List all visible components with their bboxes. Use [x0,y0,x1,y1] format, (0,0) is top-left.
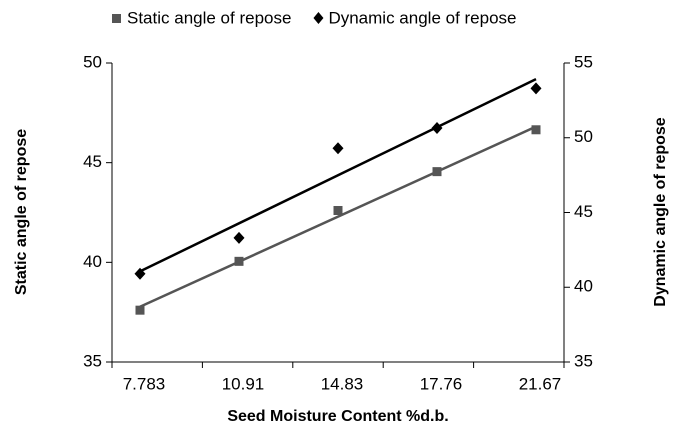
x-axis-label: Seed Moisture Content %d.b. [227,408,448,425]
point [135,305,145,315]
legend-marker [313,12,324,24]
y-tick-label: 45 [83,152,102,171]
point [431,122,443,135]
x-tick-label: 7.783 [123,374,166,393]
trendline [139,125,537,308]
point [234,256,244,266]
legend-label: Dynamic angle of repose [328,8,516,27]
y2-tick-label: 55 [574,52,593,71]
y-axis-label: Static angle of repose [13,129,30,295]
x-tick-label: 21.67 [519,374,562,393]
y-tick-label: 50 [83,52,102,71]
x-tick-label: 17.76 [420,374,463,393]
y2-axis-label: Dynamic angle of repose [652,117,669,306]
y2-tick-label: 40 [574,277,593,296]
point [531,125,541,135]
trendline [139,78,537,273]
x-tick-label: 14.83 [321,374,364,393]
y2-tick-label: 50 [574,127,593,146]
point [332,142,344,155]
point [233,231,245,244]
point [432,167,442,177]
y-tick-label: 40 [83,252,102,271]
point [134,267,146,280]
legend-label: Static angle of repose [127,8,291,27]
x-tick-label: 10.91 [222,374,265,393]
point [530,82,542,95]
point [333,206,343,216]
y-tick-label: 35 [83,351,102,370]
y2-tick-label: 35 [574,351,593,370]
y2-tick-label: 45 [574,202,593,221]
legend-marker [112,14,121,23]
